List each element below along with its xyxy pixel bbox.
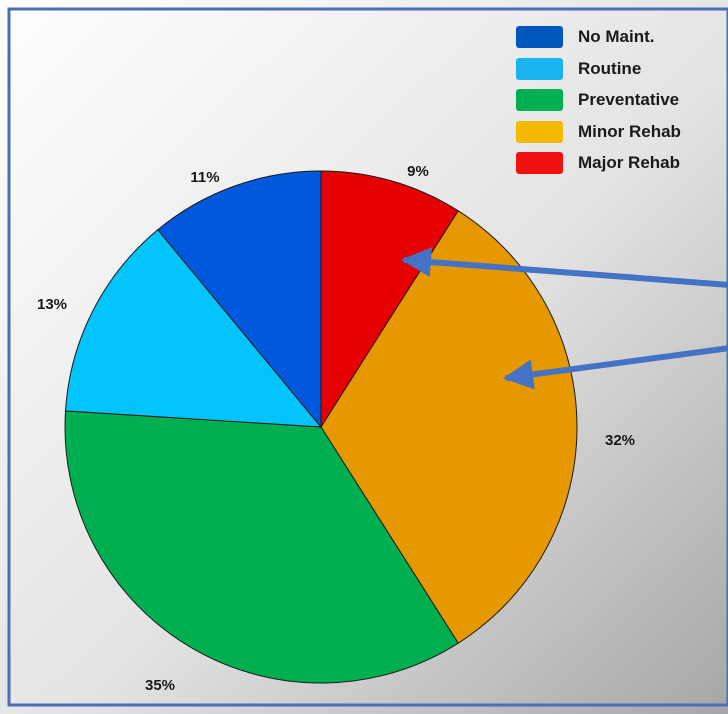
legend-label: Minor Rehab [578, 121, 681, 141]
legend-swatch [516, 26, 563, 48]
value-label-no-maint: 11% [190, 169, 219, 186]
arrow-to-minor-rehab [503, 345, 728, 390]
legend-swatch [516, 57, 563, 80]
value-label-minor-rehab: 32% [605, 432, 635, 449]
legend-label: Preventative [578, 90, 680, 109]
pie-slice-preventative [64, 410, 459, 684]
pie-slices [64, 170, 578, 684]
legend-label: No Maint. [578, 27, 655, 46]
value-label-routine: 13% [37, 296, 67, 313]
arrow-to-major-rehab [401, 247, 728, 288]
legend-label: Major Rehab [578, 153, 681, 172]
pie-slice-major-rehab [320, 170, 459, 429]
pointer-arrows [401, 247, 728, 390]
legend-swatch [516, 89, 563, 111]
pie-slice-no-maint [157, 170, 322, 429]
legend-swatch [516, 120, 563, 143]
pie-value-labels: 9% 32% 35% 13% 11% [37, 163, 635, 694]
legend-swatch [516, 152, 563, 174]
legend-label: Routine [578, 58, 642, 78]
value-label-preventative: 35% [145, 677, 175, 694]
chart-border [7, 7, 728, 707]
pie-slice-routine [64, 229, 323, 428]
pie-slice-minor-rehab [320, 210, 578, 644]
value-label-major-rehab: 9% [407, 163, 429, 180]
